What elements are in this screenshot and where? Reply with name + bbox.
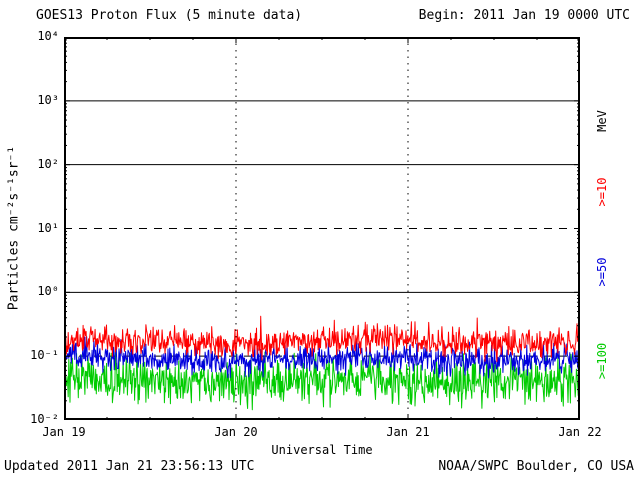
mev-units-label: MeV [595, 110, 609, 132]
y-tick-label: 10² [37, 157, 59, 171]
y-tick-label: 10⁴ [37, 29, 59, 43]
threshold-label-10: >=10 [595, 177, 609, 207]
y-tick-label: 10⁻² [30, 412, 59, 426]
y-tick-label: 10⁰ [37, 284, 59, 298]
flux-series--50-mev [64, 336, 580, 379]
flux-series--10-mev [64, 315, 580, 363]
chart-title: GOES13 Proton Flux (5 minute data) [36, 8, 303, 23]
x-tick-label: Jan 20 [214, 425, 258, 439]
y-tick-label: 10¹ [37, 221, 59, 235]
begin-time-label: Begin: 2011 Jan 19 0000 UTC [418, 8, 630, 23]
x-tick-label: Jan 22 [558, 425, 602, 439]
flux-series--100-mev [64, 351, 580, 411]
x-axis-label: Universal Time [271, 443, 373, 457]
updated-timestamp: Updated 2011 Jan 21 23:56:13 UTC [4, 459, 255, 474]
x-tick-label: Jan 21 [386, 425, 430, 439]
plot-frame [64, 37, 580, 420]
plot-canvas [64, 37, 580, 420]
y-tick-label: 10⁻¹ [30, 348, 59, 362]
flux-series-group [64, 315, 580, 411]
plot-area [64, 37, 580, 420]
source-credit: NOAA/SWPC Boulder, CO USA [438, 459, 634, 474]
threshold-label-50: >=50 [595, 257, 609, 287]
threshold-label-100: >=100 [595, 342, 609, 380]
y-tick-label: 10³ [37, 93, 59, 107]
x-tick-label: Jan 19 [42, 425, 86, 439]
